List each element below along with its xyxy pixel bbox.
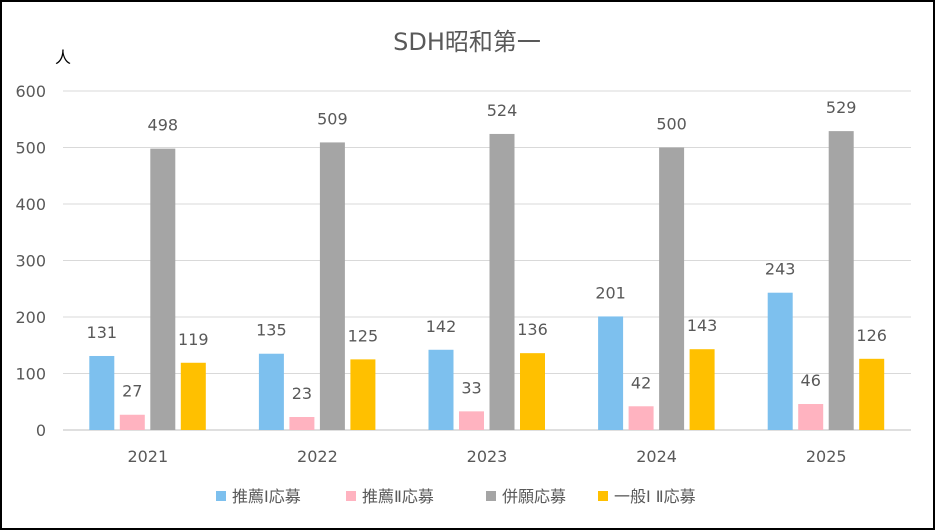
data-label: 243	[765, 260, 796, 279]
data-label: 135	[256, 321, 287, 340]
bar-2	[828, 131, 854, 431]
x-tick-label: 2024	[636, 447, 677, 466]
data-label: 136	[517, 320, 548, 339]
data-label: 126	[856, 326, 887, 345]
bar-2	[659, 147, 685, 430]
data-label: 131	[87, 323, 118, 342]
x-tick-label: 2021	[127, 447, 168, 466]
data-label: 125	[348, 326, 379, 345]
bar-2	[150, 148, 176, 430]
legend-swatch	[346, 491, 356, 501]
legend-label: 推薦Ⅰ応募	[232, 487, 301, 506]
y-tick-label: 100	[15, 365, 46, 384]
y-tick-label: 500	[15, 139, 46, 158]
data-label: 23	[292, 384, 312, 403]
bar-1	[289, 417, 315, 430]
x-tick-label: 2023	[467, 447, 508, 466]
y-tick-label: 400	[15, 195, 46, 214]
bar-1	[119, 414, 145, 430]
legend-label: 一般Ⅰ Ⅱ応募	[614, 487, 696, 506]
data-label: 143	[687, 316, 718, 335]
y-tick-label: 600	[15, 82, 46, 101]
data-label: 201	[595, 283, 626, 302]
data-label: 500	[656, 115, 687, 134]
data-label: 27	[122, 382, 142, 401]
chart-title: SDH昭和第一	[393, 28, 541, 56]
data-label: 33	[461, 378, 481, 397]
legend-swatch	[216, 491, 226, 501]
bar-3	[350, 359, 376, 430]
bar-0	[598, 316, 624, 430]
bar-3	[689, 349, 715, 430]
bar-3	[859, 358, 885, 430]
data-label: 46	[801, 371, 821, 390]
legend-swatch	[598, 491, 608, 501]
x-tick-label: 2025	[806, 447, 847, 466]
bar-0	[89, 355, 115, 430]
y-tick-label: 300	[15, 252, 46, 271]
bar-2	[489, 133, 515, 430]
bar-2	[319, 142, 345, 431]
legend-swatch	[486, 491, 496, 501]
bar-3	[520, 353, 545, 430]
y-tick-label: 200	[15, 308, 46, 327]
data-label: 524	[487, 101, 518, 120]
bar-1	[628, 406, 654, 430]
legend-label: 併願応募	[502, 487, 566, 506]
data-label: 119	[178, 330, 209, 349]
y-tick-label: 0	[36, 421, 46, 440]
data-label: 42	[631, 373, 651, 392]
data-label: 142	[426, 317, 457, 336]
bar-0	[767, 292, 793, 430]
legend-label: 推薦Ⅱ応募	[362, 487, 434, 506]
bar-1	[459, 411, 484, 430]
bar-1	[798, 404, 824, 430]
data-label: 529	[826, 98, 857, 117]
bar-0	[428, 349, 454, 430]
bar-3	[180, 362, 206, 430]
y-axis-label: 人	[55, 48, 71, 67]
bar-0	[258, 353, 284, 430]
data-label: 498	[148, 116, 179, 135]
data-label: 509	[317, 109, 348, 128]
x-tick-label: 2022	[297, 447, 338, 466]
